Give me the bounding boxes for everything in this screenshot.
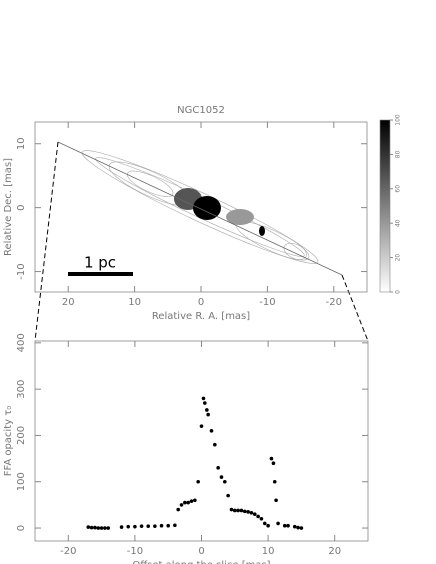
data-point <box>139 524 144 528</box>
data-point <box>272 479 277 484</box>
x-tick-label: 20 <box>62 297 75 308</box>
data-point <box>159 523 164 528</box>
data-point <box>236 508 240 513</box>
y-axis-label: Relative Dec. [mas] <box>3 158 14 256</box>
colorbar <box>379 119 391 293</box>
chart-title: NGC1052 <box>177 105 225 116</box>
data-point <box>205 408 209 412</box>
data-point <box>96 526 101 530</box>
data-point <box>274 498 278 503</box>
data-point <box>86 525 91 529</box>
data-point <box>269 456 274 461</box>
data-point <box>146 524 151 528</box>
x-tick-label: -10 <box>127 546 143 557</box>
x-tick-label: 10 <box>128 297 141 308</box>
y-tick-label: 0 <box>16 525 27 531</box>
data-point <box>233 508 237 513</box>
data-point <box>199 424 204 428</box>
y-tick-label: 300 <box>16 380 27 399</box>
data-point <box>166 523 170 528</box>
data-point <box>126 524 131 529</box>
x-tick-label: 10 <box>262 546 275 557</box>
x-tick-label: -20 <box>326 297 342 308</box>
data-point <box>262 521 267 526</box>
data-point <box>229 507 234 512</box>
x-tick-label: 0 <box>198 546 204 557</box>
y-tick-label: 200 <box>16 426 27 445</box>
data-point <box>246 510 250 514</box>
data-point <box>259 516 264 521</box>
x-tick-label: -10 <box>259 297 275 308</box>
data-point <box>249 510 254 515</box>
x-axis-label: Relative R. A. [mas] <box>152 311 250 322</box>
data-point <box>286 523 290 528</box>
data-point <box>196 479 200 484</box>
data-point <box>103 526 107 530</box>
data-point <box>203 401 207 405</box>
y-axis-label: FFA opacity τ₀ <box>3 406 14 477</box>
data-point <box>276 521 280 526</box>
colorbar-tick-label: 100 <box>395 114 402 126</box>
x-tick-label: -20 <box>60 546 76 557</box>
data-point <box>242 509 247 514</box>
y-tick-label: 100 <box>16 472 27 491</box>
data-point <box>99 526 104 530</box>
colorbar-tick-label: 0 <box>395 290 402 294</box>
y-tick-label: 400 <box>16 333 27 352</box>
data-point <box>176 507 180 512</box>
data-point <box>296 525 300 530</box>
data-point <box>186 500 190 505</box>
colorbar-tick-label: 80 <box>395 150 402 158</box>
data-point <box>193 498 197 503</box>
colorbar-tick-label: 20 <box>395 254 402 262</box>
x-axis-label: Offset along the slice [mas] <box>132 560 270 564</box>
data-point <box>219 475 224 479</box>
data-point <box>179 503 184 507</box>
data-point <box>292 524 297 529</box>
data-point <box>252 512 257 516</box>
y-tick-label: 10 <box>16 137 27 150</box>
colorbar-tick-label: 60 <box>395 185 402 193</box>
data-point <box>106 526 111 530</box>
data-point <box>226 493 230 498</box>
data-point <box>173 523 177 528</box>
data-point <box>206 412 210 417</box>
data-point <box>239 508 244 513</box>
data-point <box>189 499 194 503</box>
x-tick-label: 0 <box>198 297 204 308</box>
data-point <box>201 396 206 401</box>
data-point <box>223 479 227 484</box>
data-point <box>133 524 137 529</box>
data-point <box>89 525 94 530</box>
scale-label: 1 pc <box>84 254 116 272</box>
y-tick-label: 0 <box>16 204 27 210</box>
data-point <box>216 466 220 470</box>
data-point <box>119 525 124 529</box>
data-point <box>256 514 260 519</box>
data-point <box>183 500 187 505</box>
y-tick-label: -10 <box>16 263 27 279</box>
data-point <box>271 461 276 466</box>
colorbar-tick-label: 40 <box>395 219 402 227</box>
data-point <box>299 526 304 530</box>
data-point <box>209 429 214 433</box>
x-tick-label: 20 <box>328 546 341 557</box>
data-point <box>266 523 270 528</box>
radio-image <box>34 141 369 342</box>
data-point <box>93 525 97 530</box>
data-point <box>213 442 217 447</box>
data-point <box>282 523 287 528</box>
data-point <box>153 524 157 528</box>
plot-frame <box>34 340 369 542</box>
